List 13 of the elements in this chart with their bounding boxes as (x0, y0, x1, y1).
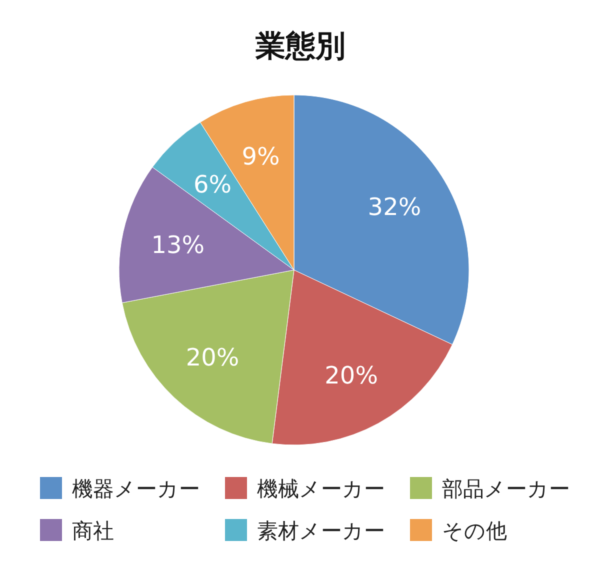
legend-label: その他 (442, 519, 507, 543)
data-label: 13% (151, 231, 205, 260)
legend-label: 商社 (72, 519, 114, 543)
legend-label: 機器メーカー (72, 477, 200, 501)
legend-label: 部品メーカー (442, 477, 570, 501)
legend-label: 機械メーカー (257, 477, 385, 501)
legend-label: 素材メーカー (257, 519, 385, 543)
chart-title: 業態別 (254, 29, 346, 64)
data-label: 32% (368, 193, 422, 222)
data-label: 9% (242, 142, 280, 171)
data-label: 20% (186, 344, 240, 372)
data-label: 6% (194, 170, 232, 198)
data-label: 20% (324, 361, 378, 390)
